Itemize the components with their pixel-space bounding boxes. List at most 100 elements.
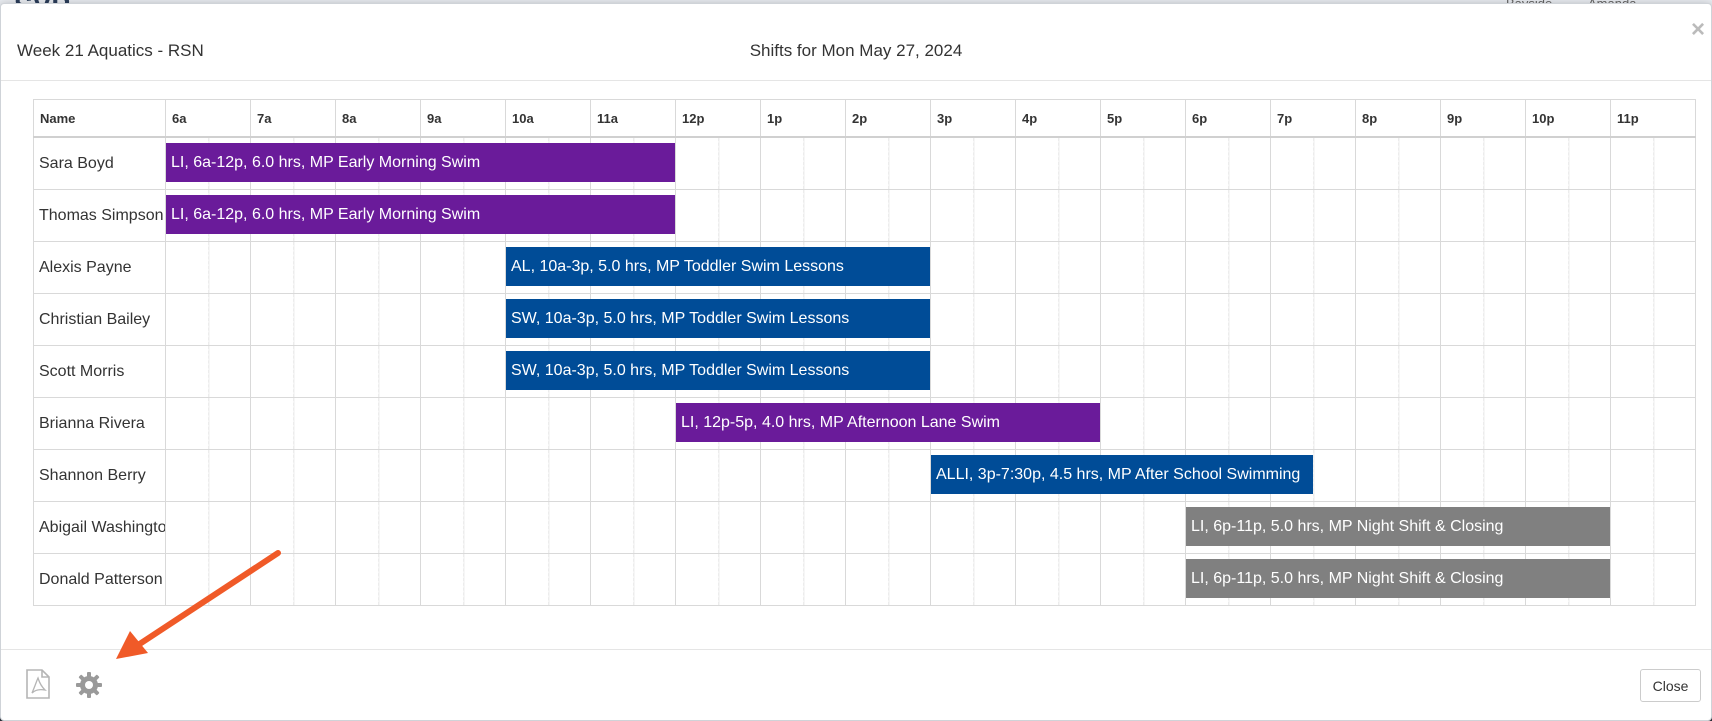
time-slot-cell[interactable] bbox=[1100, 241, 1186, 294]
time-slot-cell[interactable] bbox=[1100, 553, 1186, 606]
time-slot-cell[interactable] bbox=[1525, 345, 1611, 398]
time-slot-cell[interactable] bbox=[1185, 136, 1271, 190]
time-slot-cell[interactable] bbox=[1440, 397, 1526, 450]
time-slot-cell[interactable] bbox=[1355, 449, 1441, 502]
time-slot-cell[interactable] bbox=[1015, 293, 1101, 346]
time-slot-cell[interactable] bbox=[1355, 397, 1441, 450]
time-slot-cell[interactable] bbox=[930, 136, 1016, 190]
time-slot-cell[interactable] bbox=[1100, 501, 1186, 554]
time-slot-cell[interactable] bbox=[845, 553, 931, 606]
time-slot-cell[interactable] bbox=[1440, 136, 1526, 190]
time-slot-cell[interactable] bbox=[1440, 345, 1526, 398]
time-slot-cell[interactable] bbox=[420, 397, 506, 450]
time-slot-cell[interactable] bbox=[250, 397, 336, 450]
time-slot-cell[interactable] bbox=[335, 449, 421, 502]
time-slot-cell[interactable] bbox=[930, 553, 1016, 606]
time-slot-cell[interactable] bbox=[1015, 241, 1101, 294]
time-slot-cell[interactable] bbox=[1015, 136, 1101, 190]
time-slot-cell[interactable] bbox=[845, 189, 931, 242]
time-slot-cell[interactable] bbox=[1185, 397, 1271, 450]
time-slot-cell[interactable] bbox=[1185, 293, 1271, 346]
time-slot-cell[interactable] bbox=[335, 293, 421, 346]
time-slot-cell[interactable] bbox=[165, 241, 251, 294]
time-slot-cell[interactable] bbox=[420, 345, 506, 398]
time-slot-cell[interactable] bbox=[1355, 293, 1441, 346]
time-slot-cell[interactable] bbox=[165, 293, 251, 346]
time-slot-cell[interactable] bbox=[1015, 345, 1101, 398]
time-slot-cell[interactable] bbox=[1355, 189, 1441, 242]
time-slot-cell[interactable] bbox=[420, 553, 506, 606]
time-slot-cell[interactable] bbox=[335, 241, 421, 294]
pdf-icon[interactable] bbox=[25, 669, 51, 699]
time-slot-cell[interactable] bbox=[1270, 397, 1356, 450]
time-slot-cell[interactable] bbox=[505, 501, 591, 554]
time-slot-cell[interactable] bbox=[1610, 397, 1696, 450]
time-slot-cell[interactable] bbox=[250, 449, 336, 502]
time-slot-cell[interactable] bbox=[335, 397, 421, 450]
time-slot-cell[interactable] bbox=[165, 397, 251, 450]
time-slot-cell[interactable] bbox=[420, 241, 506, 294]
time-slot-cell[interactable] bbox=[1525, 397, 1611, 450]
time-slot-cell[interactable] bbox=[1525, 136, 1611, 190]
time-slot-cell[interactable] bbox=[335, 553, 421, 606]
time-slot-cell[interactable] bbox=[845, 501, 931, 554]
time-slot-cell[interactable] bbox=[1610, 553, 1696, 606]
time-slot-cell[interactable] bbox=[675, 449, 761, 502]
time-slot-cell[interactable] bbox=[590, 397, 676, 450]
time-slot-cell[interactable] bbox=[1185, 189, 1271, 242]
time-slot-cell[interactable] bbox=[930, 189, 1016, 242]
time-slot-cell[interactable] bbox=[1185, 241, 1271, 294]
time-slot-cell[interactable] bbox=[420, 293, 506, 346]
time-slot-cell[interactable] bbox=[1525, 293, 1611, 346]
time-slot-cell[interactable] bbox=[1185, 345, 1271, 398]
shift-bar[interactable]: LI, 6a-12p, 6.0 hrs, MP Early Morning Sw… bbox=[166, 143, 675, 182]
time-slot-cell[interactable] bbox=[845, 449, 931, 502]
time-slot-cell[interactable] bbox=[1100, 136, 1186, 190]
time-slot-cell[interactable] bbox=[1610, 449, 1696, 502]
time-slot-cell[interactable] bbox=[760, 553, 846, 606]
time-slot-cell[interactable] bbox=[420, 501, 506, 554]
time-slot-cell[interactable] bbox=[505, 449, 591, 502]
time-slot-cell[interactable] bbox=[845, 136, 931, 190]
time-slot-cell[interactable] bbox=[165, 501, 251, 554]
time-slot-cell[interactable] bbox=[250, 345, 336, 398]
time-slot-cell[interactable] bbox=[1355, 241, 1441, 294]
time-slot-cell[interactable] bbox=[250, 293, 336, 346]
time-slot-cell[interactable] bbox=[250, 553, 336, 606]
time-slot-cell[interactable] bbox=[1270, 136, 1356, 190]
time-slot-cell[interactable] bbox=[1610, 189, 1696, 242]
time-slot-cell[interactable] bbox=[1525, 241, 1611, 294]
shift-bar[interactable]: LI, 6p-11p, 5.0 hrs, MP Night Shift & Cl… bbox=[1186, 507, 1610, 546]
shift-bar[interactable]: ALLI, 3p-7:30p, 4.5 hrs, MP After School… bbox=[931, 455, 1313, 494]
time-slot-cell[interactable] bbox=[930, 345, 1016, 398]
time-slot-cell[interactable] bbox=[1100, 345, 1186, 398]
time-slot-cell[interactable] bbox=[250, 241, 336, 294]
time-slot-cell[interactable] bbox=[1525, 449, 1611, 502]
time-slot-cell[interactable] bbox=[675, 553, 761, 606]
time-slot-cell[interactable] bbox=[505, 397, 591, 450]
time-slot-cell[interactable] bbox=[1610, 293, 1696, 346]
time-slot-cell[interactable] bbox=[1270, 241, 1356, 294]
time-slot-cell[interactable] bbox=[1610, 345, 1696, 398]
time-slot-cell[interactable] bbox=[1100, 397, 1186, 450]
time-slot-cell[interactable] bbox=[335, 501, 421, 554]
gear-icon[interactable] bbox=[75, 671, 103, 699]
time-slot-cell[interactable] bbox=[1270, 293, 1356, 346]
shift-bar[interactable]: SW, 10a-3p, 5.0 hrs, MP Toddler Swim Les… bbox=[506, 351, 930, 390]
time-slot-cell[interactable] bbox=[675, 136, 761, 190]
time-slot-cell[interactable] bbox=[1610, 136, 1696, 190]
time-slot-cell[interactable] bbox=[590, 501, 676, 554]
time-slot-cell[interactable] bbox=[250, 501, 336, 554]
time-slot-cell[interactable] bbox=[1015, 189, 1101, 242]
close-button[interactable]: Close bbox=[1640, 669, 1701, 702]
time-slot-cell[interactable] bbox=[165, 345, 251, 398]
time-slot-cell[interactable] bbox=[1440, 189, 1526, 242]
time-slot-cell[interactable] bbox=[420, 449, 506, 502]
time-slot-cell[interactable] bbox=[1355, 136, 1441, 190]
time-slot-cell[interactable] bbox=[930, 293, 1016, 346]
time-slot-cell[interactable] bbox=[1015, 501, 1101, 554]
time-slot-cell[interactable] bbox=[760, 189, 846, 242]
time-slot-cell[interactable] bbox=[505, 553, 591, 606]
time-slot-cell[interactable] bbox=[1100, 293, 1186, 346]
shift-bar[interactable]: LI, 6p-11p, 5.0 hrs, MP Night Shift & Cl… bbox=[1186, 559, 1610, 598]
